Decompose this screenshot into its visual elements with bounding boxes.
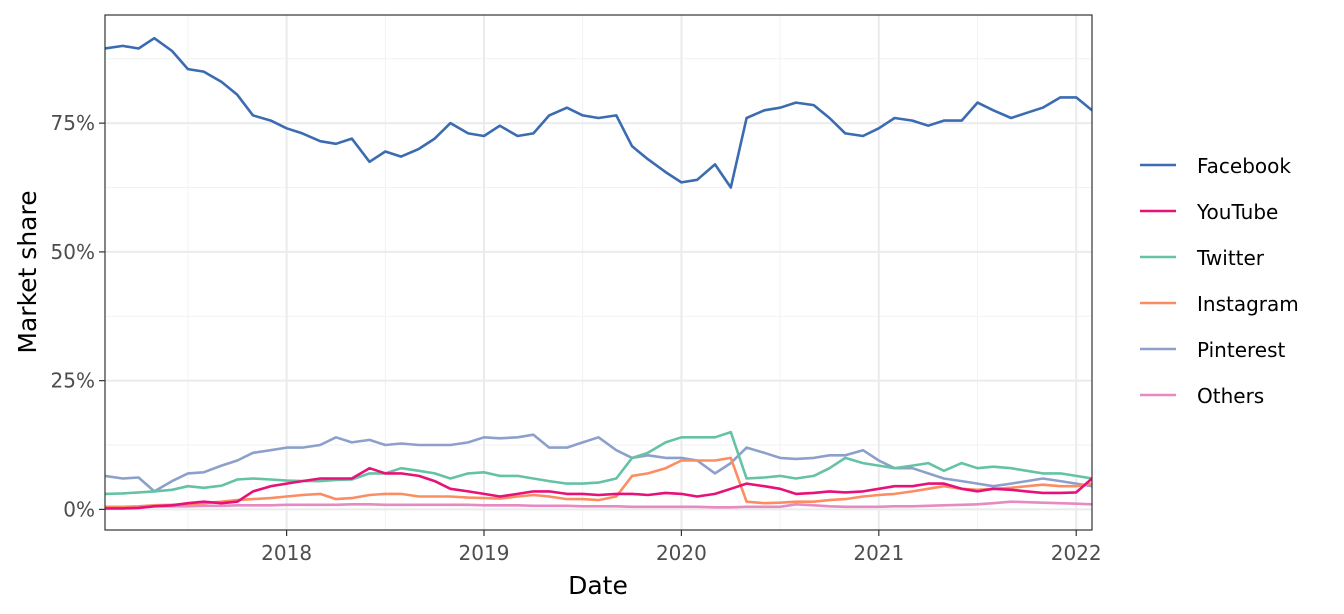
x-tick-label: 2018 [261, 541, 312, 565]
y-tick-label: 50% [51, 240, 95, 264]
legend-label: Facebook [1197, 154, 1291, 178]
legend-item-instagram: Instagram [1140, 292, 1299, 316]
legend-label: Pinterest [1197, 338, 1286, 362]
series-line-instagram [105, 456, 1092, 509]
legend-label: Others [1197, 384, 1264, 408]
x-tick-label: 2022 [1051, 541, 1102, 565]
legend-label: Twitter [1196, 246, 1265, 270]
y-tick-label: 0% [63, 497, 95, 521]
legend-label: Instagram [1197, 292, 1299, 316]
x-tick-label: 2019 [459, 541, 510, 565]
legend-item-pinterest: Pinterest [1140, 338, 1286, 362]
legend: Facebook YouTube Twitter Instagram Pinterest… [1140, 154, 1299, 408]
y-tick-label: 25% [51, 369, 95, 393]
grid-layer [105, 15, 1092, 530]
series-line-facebook [105, 36, 1092, 189]
series-line-pinterest [105, 433, 1092, 493]
legend-item-others: Others [1140, 384, 1264, 408]
y-tick-label: 75% [51, 111, 95, 135]
series-line-youtube [105, 466, 1092, 510]
y-axis-title: Market share [13, 190, 42, 353]
x-tick-label: 2021 [853, 541, 904, 565]
axis-layer: 2018 2019 2020 2021 2022 0% 25% 50% 75% [51, 111, 1102, 565]
x-axis-title: Date [568, 571, 628, 600]
series-layer [105, 36, 1092, 510]
legend-item-twitter: Twitter [1140, 246, 1265, 270]
series-line-others [105, 500, 1092, 509]
x-tick-label: 2020 [656, 541, 707, 565]
legend-label: YouTube [1196, 200, 1278, 224]
panel-border [104, 14, 1093, 531]
legend-item-youtube: YouTube [1140, 200, 1278, 224]
series-line-twitter [105, 430, 1092, 496]
legend-item-facebook: Facebook [1140, 154, 1291, 178]
